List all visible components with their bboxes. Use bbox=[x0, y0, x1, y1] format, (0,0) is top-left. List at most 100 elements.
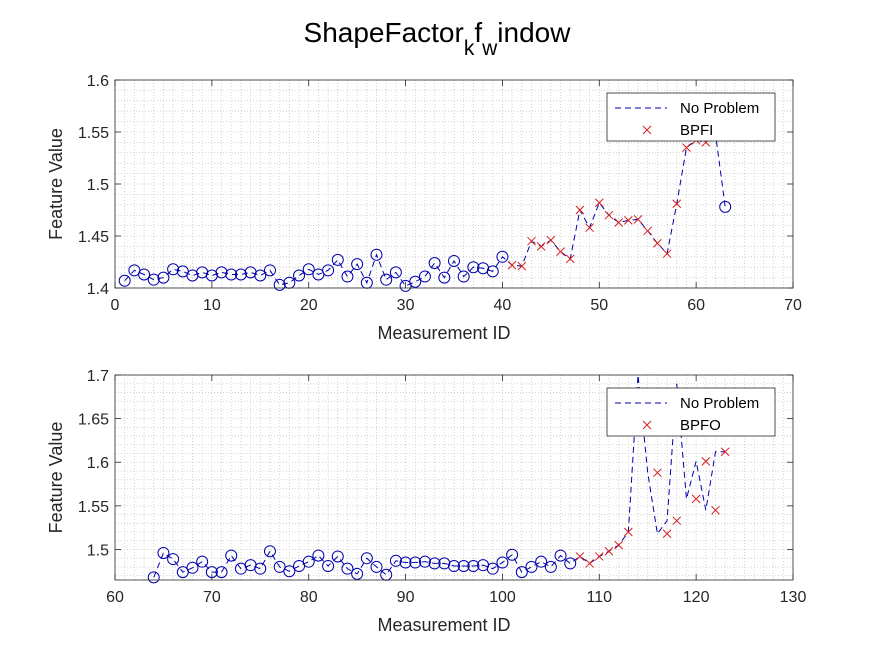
legend-label-no-problem: No Problem bbox=[680, 395, 759, 412]
data-point-cross bbox=[575, 552, 585, 561]
data-point-cross bbox=[662, 249, 672, 259]
y-tick-label: 1.6 bbox=[87, 455, 109, 472]
markers-no-problem bbox=[118, 200, 732, 292]
data-point-circle bbox=[399, 556, 412, 569]
chart-title-sub1: k bbox=[464, 37, 475, 60]
data-point-circle bbox=[719, 200, 732, 213]
y-tick-label: 1.5 bbox=[87, 542, 109, 559]
markers-no-problem bbox=[147, 545, 577, 584]
data-point-cross bbox=[672, 516, 682, 526]
data-point-circle bbox=[457, 270, 470, 283]
x-tick-label: 90 bbox=[397, 589, 415, 606]
data-point-circle bbox=[254, 269, 267, 282]
legend: No Problem BPFO bbox=[606, 387, 776, 437]
y-tick-label: 1.65 bbox=[78, 412, 109, 429]
data-point-circle bbox=[486, 562, 499, 575]
x-tick-label: 110 bbox=[587, 589, 613, 606]
data-point-circle bbox=[360, 552, 373, 565]
chart-title-mid: f bbox=[474, 17, 482, 48]
data-point-circle bbox=[263, 264, 276, 277]
data-point-circle bbox=[370, 248, 383, 261]
legend-marker-fault bbox=[642, 420, 652, 430]
data-point-cross bbox=[672, 199, 682, 209]
x-tick-label: 70 bbox=[203, 589, 221, 606]
data-point-circle bbox=[293, 560, 306, 573]
data-point-circle bbox=[535, 555, 548, 568]
data-point-circle bbox=[225, 268, 238, 281]
y-tick-label: 1.4 bbox=[87, 281, 109, 298]
grid-lines bbox=[115, 375, 793, 580]
x-tick-label: 40 bbox=[494, 297, 512, 314]
data-point-circle bbox=[496, 250, 509, 263]
chart-title-sub2: w bbox=[481, 37, 498, 60]
data-point-circle bbox=[564, 557, 577, 570]
ticks: 60 70 80 90 100 110 120 130 1.5 1.55 1.6 1.65 1.7 bbox=[78, 368, 807, 606]
x-tick-label: 100 bbox=[489, 589, 516, 606]
legend-box bbox=[606, 92, 776, 142]
data-point-cross bbox=[546, 235, 556, 245]
y-tick-label: 1.55 bbox=[78, 125, 109, 142]
data-point-circle bbox=[506, 548, 519, 561]
data-point-circle bbox=[331, 550, 344, 563]
data-point-cross bbox=[604, 546, 614, 556]
data-point-cross bbox=[594, 198, 604, 208]
data-point-circle bbox=[263, 545, 276, 558]
data-point-circle bbox=[167, 553, 180, 566]
data-point-circle bbox=[157, 271, 170, 284]
data-point-cross bbox=[691, 494, 701, 504]
legend: No Problem BPFI bbox=[606, 92, 776, 142]
data-point-circle bbox=[544, 560, 557, 573]
data-point-circle bbox=[302, 555, 315, 568]
data-point-circle bbox=[389, 554, 402, 567]
data-point-circle bbox=[389, 266, 402, 279]
x-axis-label: Measurement ID bbox=[377, 615, 510, 635]
data-point-cross bbox=[556, 247, 565, 256]
data-point-cross bbox=[643, 226, 653, 236]
data-point-circle bbox=[351, 258, 364, 271]
x-tick-label: 20 bbox=[300, 297, 318, 314]
data-point-circle bbox=[554, 549, 567, 562]
data-point-circle bbox=[331, 253, 344, 266]
y-axis-label: Feature Value bbox=[46, 128, 66, 240]
markers-fault bbox=[575, 447, 730, 568]
data-point-cross bbox=[623, 527, 633, 537]
x-tick-label: 120 bbox=[683, 589, 710, 606]
data-point-circle bbox=[525, 560, 538, 573]
data-point-cross bbox=[711, 505, 720, 515]
x-tick-label: 80 bbox=[300, 589, 318, 606]
data-point-circle bbox=[428, 557, 441, 570]
data-point-circle bbox=[418, 270, 431, 283]
legend-label-fault: BPFO bbox=[680, 417, 721, 434]
data-point-cross bbox=[536, 242, 546, 251]
data-point-circle bbox=[322, 264, 335, 277]
data-point-circle bbox=[215, 266, 228, 279]
data-point-circle bbox=[438, 271, 451, 284]
data-point-cross bbox=[662, 529, 672, 539]
data-point-circle bbox=[448, 254, 460, 267]
data-point-circle bbox=[293, 269, 306, 282]
x-tick-label: 0 bbox=[111, 297, 120, 314]
data-point-circle bbox=[428, 257, 441, 270]
x-tick-label: 60 bbox=[106, 589, 124, 606]
data-point-circle bbox=[167, 263, 180, 276]
ticks: 0 10 20 30 40 50 60 70 1.4 1.45 1.5 1.55 1.6 bbox=[78, 73, 802, 314]
x-tick-label: 130 bbox=[780, 589, 807, 606]
data-point-circle bbox=[215, 566, 228, 579]
y-tick-label: 1.5 bbox=[87, 177, 109, 194]
data-point-cross bbox=[517, 261, 527, 271]
legend-marker-fault bbox=[642, 125, 652, 135]
data-point-circle bbox=[370, 560, 383, 573]
y-tick-label: 1.45 bbox=[78, 229, 109, 246]
x-tick-label: 70 bbox=[784, 297, 802, 314]
data-point-circle bbox=[273, 278, 286, 291]
legend-box bbox=[606, 387, 776, 437]
x-tick-label: 10 bbox=[203, 297, 221, 314]
data-point-circle bbox=[147, 571, 160, 584]
data-point-circle bbox=[196, 555, 209, 568]
data-point-cross bbox=[653, 468, 662, 478]
data-point-circle bbox=[147, 273, 160, 286]
data-point-circle bbox=[302, 263, 315, 276]
series-line-no-problem bbox=[124, 133, 726, 287]
data-point-circle bbox=[380, 273, 393, 286]
